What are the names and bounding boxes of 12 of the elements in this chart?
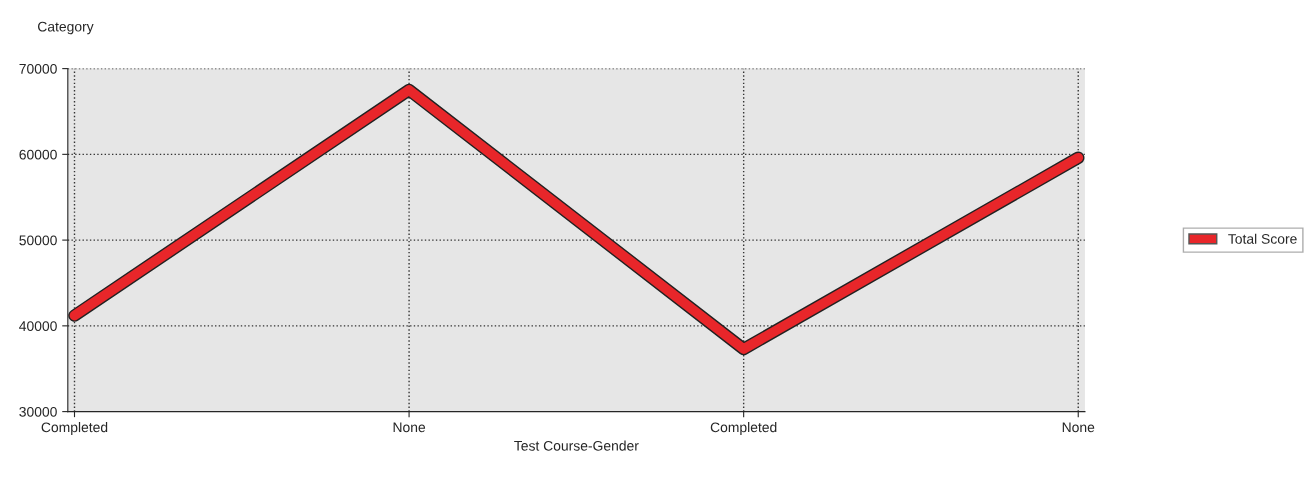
x-tick-label: None bbox=[393, 422, 426, 433]
y-tick-label: 70000 bbox=[19, 63, 57, 74]
y-tick-label: 30000 bbox=[19, 406, 57, 417]
x-tick-label: Completed bbox=[41, 422, 108, 435]
y-tick-label: 40000 bbox=[19, 321, 57, 332]
legend-label: Total Score bbox=[1228, 233, 1297, 244]
y-tick-label: 50000 bbox=[19, 235, 57, 246]
x-axis-title: Test Course-Gender bbox=[514, 440, 639, 451]
x-tick-label: None bbox=[1062, 422, 1095, 433]
y-axis-title: Category bbox=[38, 21, 94, 35]
y-tick-label: 60000 bbox=[19, 149, 57, 160]
x-tick-label: Completed bbox=[710, 422, 777, 435]
